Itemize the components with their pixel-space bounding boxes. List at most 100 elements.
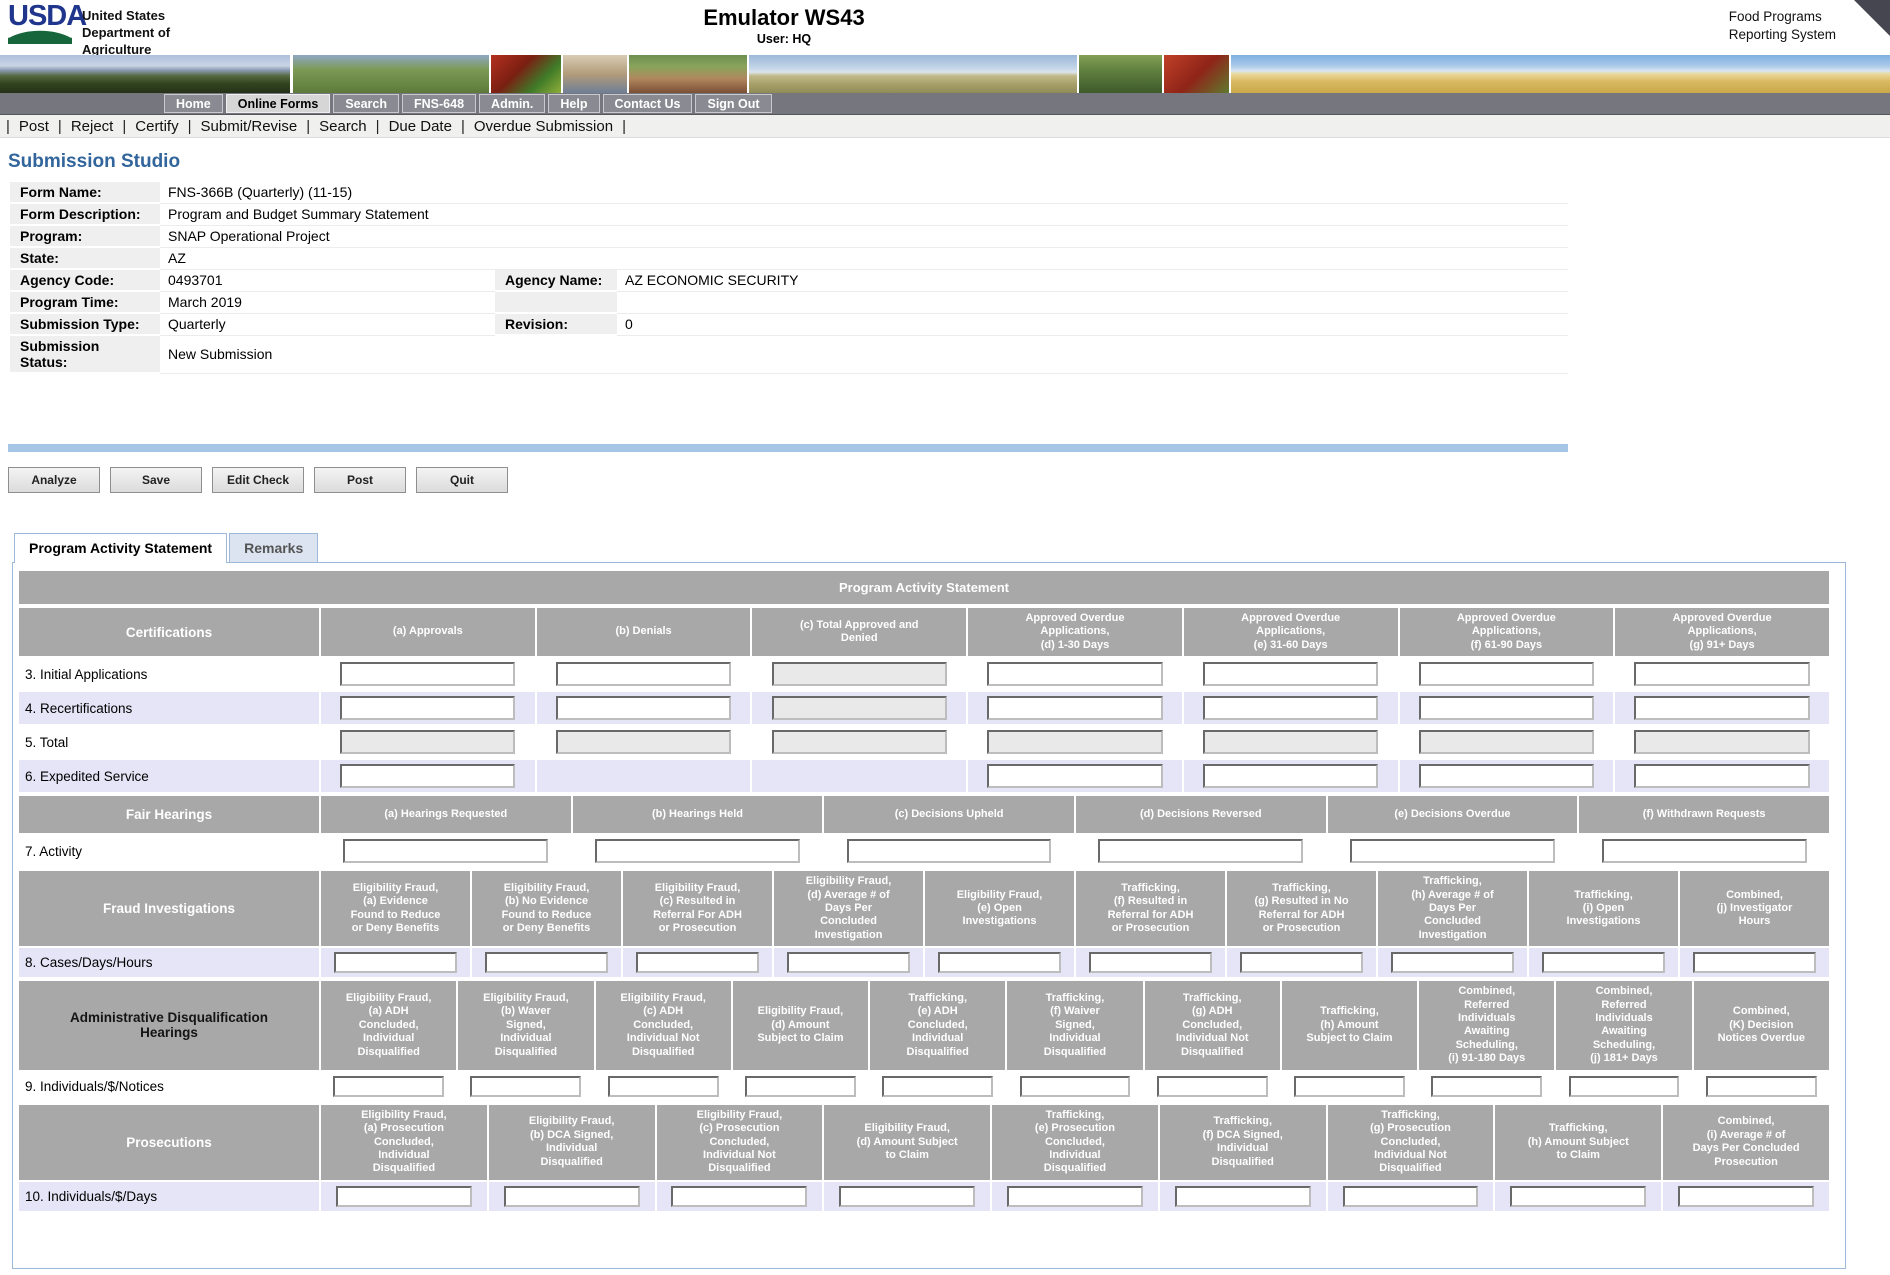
table-cell <box>1615 692 1829 725</box>
nav-button-admin[interactable]: Admin. <box>479 94 546 113</box>
cell-input-7e[interactable] <box>1350 839 1555 864</box>
cell-input-8j[interactable] <box>1693 952 1816 974</box>
cell-input-6e[interactable] <box>1203 764 1379 789</box>
nav-button-online-forms[interactable]: Online Forms <box>225 94 331 113</box>
cell-input-9h[interactable] <box>1294 1075 1405 1097</box>
cell-input-6a[interactable] <box>340 764 516 789</box>
table-cell <box>1399 658 1614 691</box>
column-header: Trafficking, (h) Amount Subject to Claim <box>1281 981 1418 1070</box>
cell-input-8i[interactable] <box>1542 952 1665 974</box>
cell-input-9f[interactable] <box>1019 1075 1131 1097</box>
cell-input-7d[interactable] <box>1098 839 1304 864</box>
toolbar-link-overdue-submission[interactable]: Overdue Submission <box>473 117 614 135</box>
cell-input-8d[interactable] <box>787 952 910 974</box>
system-name-line: Food Programs <box>1728 9 1822 24</box>
quit-button[interactable]: Quit <box>416 467 508 493</box>
cell-input-6f[interactable] <box>1418 764 1594 789</box>
nav-button-fns-648[interactable]: FNS-648 <box>402 94 477 113</box>
save-button[interactable]: Save <box>110 467 202 493</box>
cell-input-10g[interactable] <box>1342 1185 1479 1207</box>
cell-input-10d[interactable] <box>839 1185 976 1207</box>
nav-button-home[interactable]: Home <box>164 94 223 113</box>
cell-input-8h[interactable] <box>1391 952 1514 974</box>
column-header: (d) Decisions Reversed <box>1075 796 1326 834</box>
program-activity-table: Certifications (a) Approvals (b) Denials (c… <box>17 606 1845 1213</box>
cell-input-6g[interactable] <box>1634 764 1810 789</box>
cell-input-10i[interactable] <box>1678 1185 1815 1207</box>
cell-input-10c[interactable] <box>671 1185 808 1207</box>
cell-input-9c[interactable] <box>607 1075 719 1097</box>
program-value: SNAP Operational Project <box>160 225 1568 248</box>
cell-input-8f[interactable] <box>1089 952 1212 974</box>
toolbar-separator: | <box>460 117 465 135</box>
cell-input-3e[interactable] <box>1203 662 1379 687</box>
cell-input-9d[interactable] <box>744 1075 856 1097</box>
cell-input-4b[interactable] <box>555 696 732 721</box>
cell-input-8b[interactable] <box>485 952 608 974</box>
cell-input-9e[interactable] <box>882 1075 994 1097</box>
toolbar-link-search[interactable]: Search <box>319 117 367 135</box>
cell-input-4e[interactable] <box>1203 696 1379 721</box>
table-cell <box>1579 835 1829 868</box>
cell-input-3a[interactable] <box>340 662 516 687</box>
nav-button-sign-out[interactable]: Sign Out <box>695 94 772 113</box>
banner-photo-vegetables <box>1164 55 1229 93</box>
cell-input-9b[interactable] <box>470 1075 582 1097</box>
column-header: Eligibility Fraud, (d) Average # of Days… <box>774 871 923 947</box>
cell-input-9j[interactable] <box>1568 1075 1680 1097</box>
nav-button-contact-us[interactable]: Contact Us <box>602 94 693 113</box>
cell-input-10a[interactable] <box>335 1185 472 1207</box>
cell-input-9g[interactable] <box>1156 1075 1268 1097</box>
banner-photo-wheat-field <box>1231 55 1890 93</box>
column-header: Eligibility Fraud, (a) ADH Concluded, In… <box>321 981 457 1070</box>
cell-input-4g[interactable] <box>1634 696 1810 721</box>
toolbar-link-reject[interactable]: Reject <box>70 117 114 135</box>
cell-input-4a[interactable] <box>340 696 516 721</box>
cell-input-6d[interactable] <box>987 764 1163 789</box>
row-label: 7. Activity <box>19 835 319 868</box>
cell-input-7c[interactable] <box>846 839 1052 864</box>
cell-input-10h[interactable] <box>1510 1185 1647 1207</box>
cell-input-7a[interactable] <box>343 839 549 864</box>
usda-logo-text: USDA <box>8 0 87 32</box>
table-cell <box>321 1181 487 1211</box>
nav-button-help[interactable]: Help <box>548 94 600 113</box>
analyze-button[interactable]: Analyze <box>8 467 100 493</box>
cell-input-3b[interactable] <box>555 662 732 687</box>
cell-input-4d[interactable] <box>987 696 1163 721</box>
table-cell <box>824 835 1074 868</box>
cell-input-10f[interactable] <box>1174 1185 1311 1207</box>
tab-remarks[interactable]: Remarks <box>229 533 319 562</box>
table-cell <box>458 1071 594 1101</box>
cell-input-3g[interactable] <box>1634 662 1810 687</box>
toolbar-link-post[interactable]: Post <box>18 117 49 135</box>
cell-input-9i[interactable] <box>1431 1075 1543 1097</box>
post-button[interactable]: Post <box>314 467 406 493</box>
toolbar-link-certify[interactable]: Certify <box>135 117 179 135</box>
nav-button-search[interactable]: Search <box>333 94 400 113</box>
revision-label: Revision: <box>495 313 617 336</box>
cell-input-3f[interactable] <box>1418 662 1594 687</box>
tab-program-activity-statement[interactable]: Program Activity Statement <box>14 533 228 563</box>
form-info-row: Form Name: FNS-366B (Quarterly) (11-15) <box>10 182 1568 204</box>
cell-input-10e[interactable] <box>1006 1185 1143 1207</box>
cell-input-9a[interactable] <box>333 1075 445 1097</box>
toolbar-link-submit-revise[interactable]: Submit/Revise <box>200 117 298 135</box>
toolbar-link-due-date[interactable]: Due Date <box>388 117 452 135</box>
cell-input-9k[interactable] <box>1705 1075 1817 1097</box>
cell-input-8a[interactable] <box>334 952 457 974</box>
system-name-line: Reporting System <box>1728 27 1836 43</box>
cell-input-5b <box>555 730 732 755</box>
cell-input-8g[interactable] <box>1240 952 1363 974</box>
agency-name-value: AZ ECONOMIC SECURITY <box>617 269 1568 292</box>
edit-check-button[interactable]: Edit Check <box>212 467 304 493</box>
cell-input-4f[interactable] <box>1418 696 1594 721</box>
column-header: Trafficking, (g) ADH Concluded, Individu… <box>1144 981 1280 1070</box>
cell-input-8e[interactable] <box>938 952 1061 974</box>
column-header: Eligibility Fraud, (e) Open Investigatio… <box>925 871 1074 947</box>
cell-input-7f[interactable] <box>1601 839 1807 864</box>
cell-input-7b[interactable] <box>595 839 800 864</box>
cell-input-3d[interactable] <box>987 662 1163 687</box>
cell-input-10b[interactable] <box>503 1185 640 1207</box>
cell-input-8c[interactable] <box>636 952 759 974</box>
